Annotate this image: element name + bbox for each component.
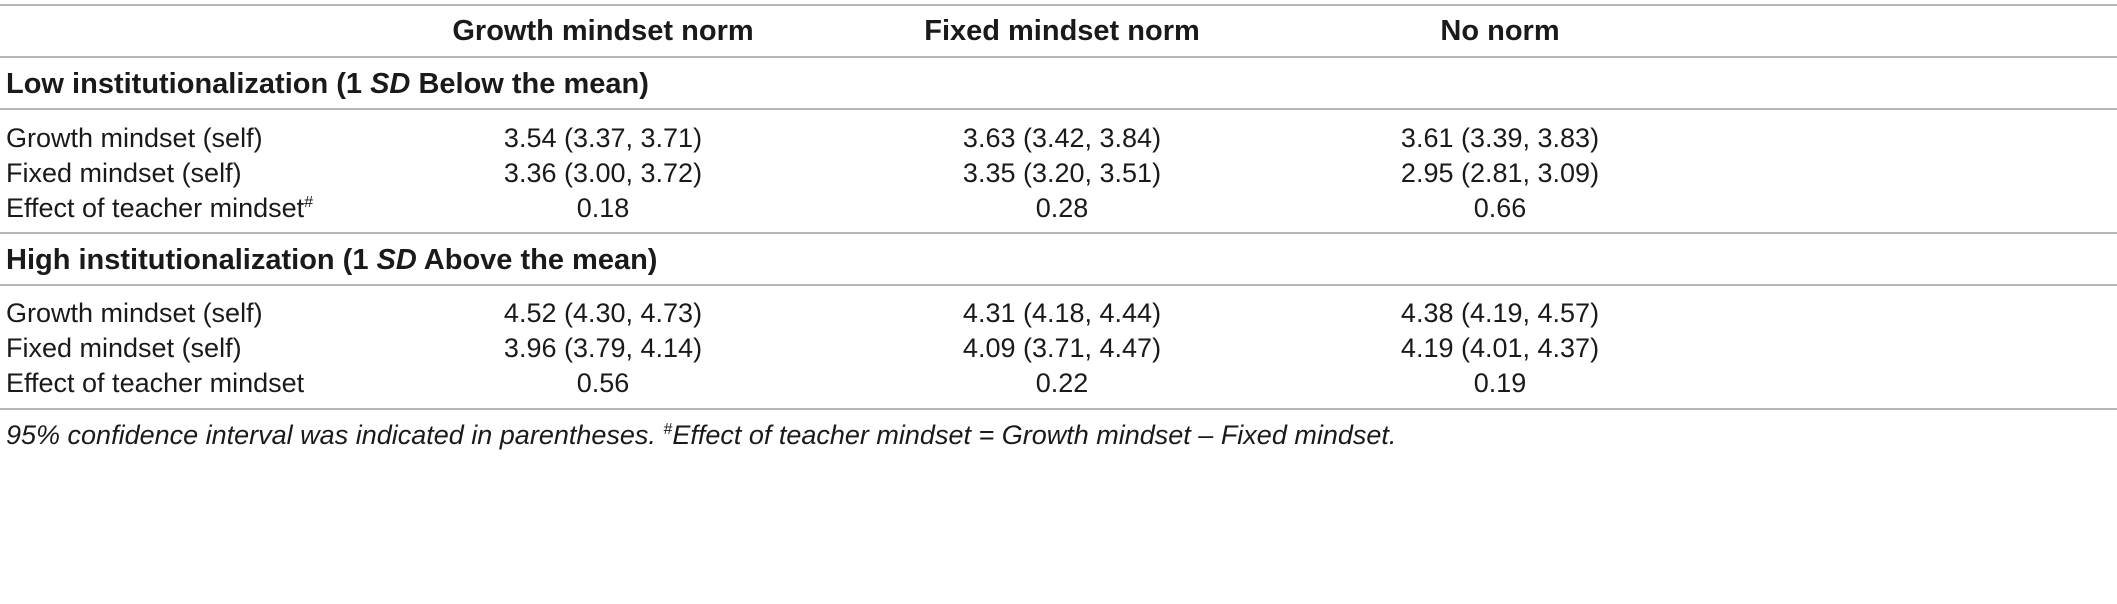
table-cell: 4.38 (4.19, 4.57): [1400, 298, 1600, 328]
table-cell: 3.35 (3.20, 3.51): [962, 158, 1162, 188]
table-cell: 0.19: [1473, 368, 1527, 398]
section-2-top-rule: [0, 232, 2117, 234]
row-label-fixed-self-low: Fixed mindset (self): [6, 158, 242, 188]
table-cell: 0.56: [576, 368, 630, 398]
table-cell: 3.61 (3.39, 3.83): [1400, 123, 1600, 153]
table-bottom-rule: [0, 408, 2117, 410]
table-cell: 0.66: [1473, 193, 1527, 223]
table-cell: 0.18: [576, 193, 630, 223]
table-cell: 3.96 (3.79, 4.14): [503, 333, 703, 363]
table-cell: 4.31 (4.18, 4.44): [962, 298, 1162, 328]
table-cell: 2.95 (2.81, 3.09): [1400, 158, 1600, 188]
column-header-no-norm: No norm: [1440, 15, 1560, 47]
footnote-marker: #: [663, 421, 673, 438]
row-label-effect-teacher-low: Effect of teacher mindset#: [6, 193, 314, 223]
table-cell: 3.36 (3.00, 3.72): [503, 158, 703, 188]
table-footnote: 95% confidence interval was indicated in…: [6, 420, 1397, 450]
table-cell: 4.52 (4.30, 4.73): [503, 298, 703, 328]
table-cell: 0.28: [1035, 193, 1089, 223]
column-header-growth-norm: Growth mindset norm: [452, 15, 754, 47]
row-label-growth-self-high: Growth mindset (self): [6, 298, 263, 328]
table-cell: 3.63 (3.42, 3.84): [962, 123, 1162, 153]
section-title-high-institutionalization: High institutionalization (1 SD Above th…: [6, 244, 658, 276]
table-cell: 4.19 (4.01, 4.37): [1400, 333, 1600, 363]
footnote-marker: #: [304, 194, 314, 211]
table-cell: 3.54 (3.37, 3.71): [503, 123, 703, 153]
row-label-growth-self-low: Growth mindset (self): [6, 123, 263, 153]
table-cell: 0.22: [1035, 368, 1089, 398]
section-2-rule: [0, 284, 2117, 286]
row-label-effect-teacher-high: Effect of teacher mindset: [6, 368, 305, 398]
section-title-low-institutionalization: Low institutionalization (1 SD Below the…: [6, 68, 649, 100]
row-label-fixed-self-high: Fixed mindset (self): [6, 333, 242, 363]
column-header-fixed-norm: Fixed mindset norm: [924, 15, 1200, 47]
header-bottom-rule: [0, 56, 2117, 58]
section-1-rule: [0, 108, 2117, 110]
table-top-rule: [0, 4, 2117, 6]
table-cell: 4.09 (3.71, 4.47): [962, 333, 1162, 363]
